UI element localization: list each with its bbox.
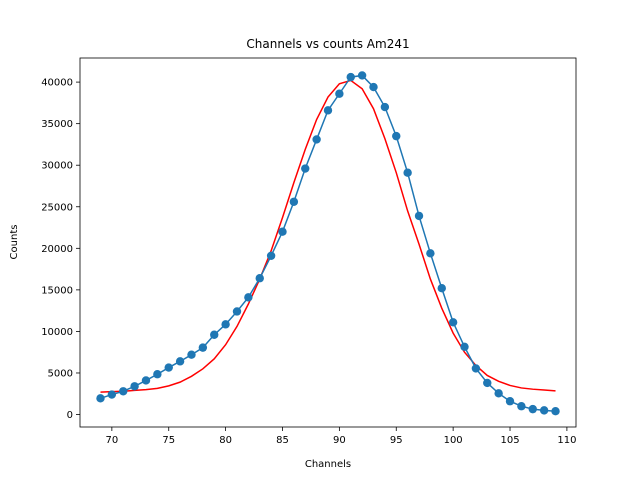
series-0-point-16 bbox=[278, 227, 287, 236]
series-0-point-27 bbox=[403, 168, 412, 177]
series-0-point-14 bbox=[255, 274, 264, 283]
series-0-point-21 bbox=[335, 89, 344, 98]
series-layer bbox=[96, 71, 560, 416]
series-0-point-15 bbox=[266, 251, 276, 260]
series-0-point-34 bbox=[483, 378, 492, 388]
plot-frame bbox=[79, 57, 577, 428]
y-tick-label-6: 30000 bbox=[41, 161, 73, 172]
series-0-point-13 bbox=[244, 293, 253, 302]
series-0-point-40 bbox=[551, 407, 560, 416]
series-0-point-7 bbox=[175, 357, 185, 366]
series-0-point-29 bbox=[426, 249, 435, 258]
series-0-point-32 bbox=[460, 342, 469, 352]
x-tick-label-8: 110 bbox=[557, 435, 576, 446]
series-0-point-30 bbox=[437, 284, 446, 293]
x-tick-label-3: 85 bbox=[276, 435, 289, 446]
series-0-point-19 bbox=[312, 135, 321, 144]
series-0-point-1 bbox=[107, 390, 117, 399]
series-0-point-36 bbox=[505, 397, 515, 406]
series-0-point-26 bbox=[392, 131, 401, 141]
series-0-point-22 bbox=[346, 72, 355, 82]
series-0-point-35 bbox=[494, 389, 503, 398]
series-0-point-24 bbox=[369, 82, 378, 92]
x-tick-label-7: 105 bbox=[500, 435, 519, 446]
series-0-point-17 bbox=[289, 197, 299, 206]
series-0-point-9 bbox=[198, 343, 208, 352]
x-tick-label-0: 70 bbox=[105, 435, 118, 446]
y-tick-label-0: 0 bbox=[67, 410, 73, 421]
y-axis-label: Counts bbox=[9, 225, 20, 260]
y-tick-label-1: 5000 bbox=[48, 368, 73, 379]
y-tick-label-2: 10000 bbox=[41, 327, 73, 338]
series-0-point-20 bbox=[323, 106, 333, 115]
plot-area bbox=[80, 58, 576, 427]
series-0-point-10 bbox=[210, 330, 219, 339]
y-tick-label-7: 35000 bbox=[41, 119, 73, 130]
series-0-point-23 bbox=[357, 71, 367, 80]
ticks-layer: 70 75 80 85 90 95 100 105 110 0 5000 10000 15000 2000… bbox=[41, 78, 576, 446]
series-0-point-33 bbox=[471, 364, 481, 373]
series-0-point-37 bbox=[517, 402, 526, 411]
series-0-point-39 bbox=[539, 406, 549, 415]
y-tick-label-3: 15000 bbox=[41, 285, 73, 296]
series-0-point-28 bbox=[414, 211, 424, 221]
series-0-point-31 bbox=[448, 318, 458, 327]
series-0-point-12 bbox=[232, 307, 242, 316]
series-0-point-3 bbox=[130, 382, 139, 391]
x-tick-label-6: 100 bbox=[444, 435, 463, 446]
x-tick-label-2: 80 bbox=[219, 435, 232, 446]
series-0-point-38 bbox=[528, 404, 537, 414]
series-0-point-6 bbox=[164, 363, 173, 372]
x-axis-label: Channels bbox=[305, 459, 351, 470]
series-0-point-4 bbox=[141, 376, 151, 385]
x-tick-label-4: 90 bbox=[333, 435, 346, 446]
series-0-point-2 bbox=[119, 387, 128, 396]
x-tick-label-5: 95 bbox=[390, 435, 403, 446]
y-tick-label-4: 20000 bbox=[41, 244, 73, 255]
y-tick-label-5: 25000 bbox=[41, 202, 73, 213]
series-0-point-25 bbox=[380, 102, 390, 112]
series-0-point-18 bbox=[301, 164, 310, 173]
series-0-point-0 bbox=[96, 394, 105, 403]
x-tick-label-1: 75 bbox=[162, 435, 175, 446]
series-0-point-5 bbox=[153, 370, 162, 379]
series-0-point-8 bbox=[187, 350, 196, 359]
y-tick-label-8: 40000 bbox=[41, 78, 73, 89]
chart-title: Channels vs counts Am241 bbox=[246, 37, 409, 51]
series-0-point-11 bbox=[221, 320, 230, 329]
